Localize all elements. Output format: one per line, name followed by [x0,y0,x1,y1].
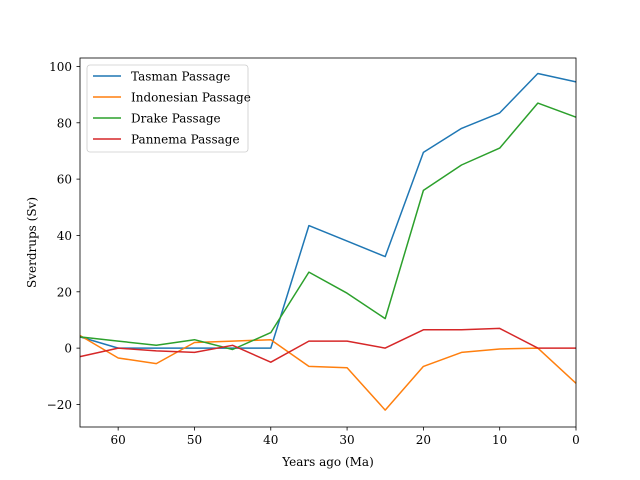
legend-label-0: Tasman Passage [131,70,230,84]
plot-frame [79,57,577,428]
x-tick-label-4: 20 [416,433,431,447]
series-line-1 [79,334,577,411]
x-tick-label-3: 30 [339,433,354,447]
x-tick-label-5: 10 [492,433,507,447]
series-line-3 [79,327,576,363]
x-axis-label: Years ago (Ma) [281,455,374,469]
y-tick-label-5: 80 [57,116,72,130]
x-tick-label-2: 40 [263,433,278,447]
legend-frame [86,64,249,153]
series-layer [79,72,577,411]
legend-label-3: Pannema Passage [131,133,240,147]
y-tick-label-2: 20 [57,285,72,299]
legend: Tasman Passage Indonesian Passage Drake Pa… [86,64,251,153]
y-axis-label: Sverdrups (Sv) [25,197,39,288]
x-tick-label-0: 60 [111,433,126,447]
x-tick-label-1: 50 [187,433,202,447]
legend-label-1: Indonesian Passage [131,91,251,105]
x-tick-label-6: 0 [572,433,580,447]
series-line-2 [79,102,577,351]
y-tick-label-3: 40 [57,229,72,243]
series-line-0 [79,72,577,349]
legend-label-2: Drake Passage [131,112,221,126]
y-tick-label-1: 0 [64,342,72,356]
y-tick-label-4: 60 [57,173,72,187]
y-tick-label-0: −20 [47,398,72,412]
y-tick-label-6: 100 [49,60,72,74]
